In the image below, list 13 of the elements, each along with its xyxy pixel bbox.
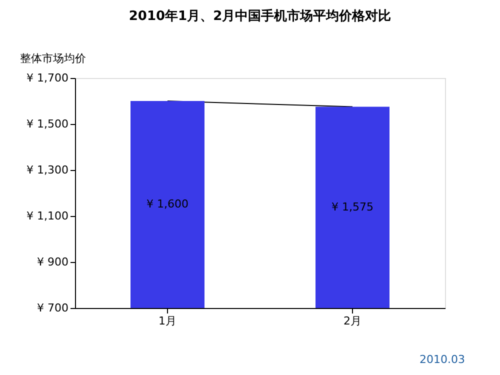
y-axis-title: 整体市场均价 [20,52,86,65]
data-label: ¥ 1,575 [332,200,374,214]
y-tick-label: ¥ 700 [37,302,68,314]
x-tick-label: 2月 [344,314,362,328]
data-label: ¥ 1,600 [146,198,188,210]
x-tick-label: 1月 [158,314,176,328]
text: 2010.03 [420,353,465,366]
y-tick-label: ¥ 1,500 [26,118,68,130]
y-tick-label: ¥ 1,300 [26,164,68,176]
y-tick-label: ¥ 1,100 [26,210,68,222]
y-tick-label: ¥ 900 [37,256,68,268]
chart-title: 2010年1月、2月中国手机市场平均价格对比 [128,8,392,24]
y-tick-label: ¥ 1,700 [26,72,68,84]
